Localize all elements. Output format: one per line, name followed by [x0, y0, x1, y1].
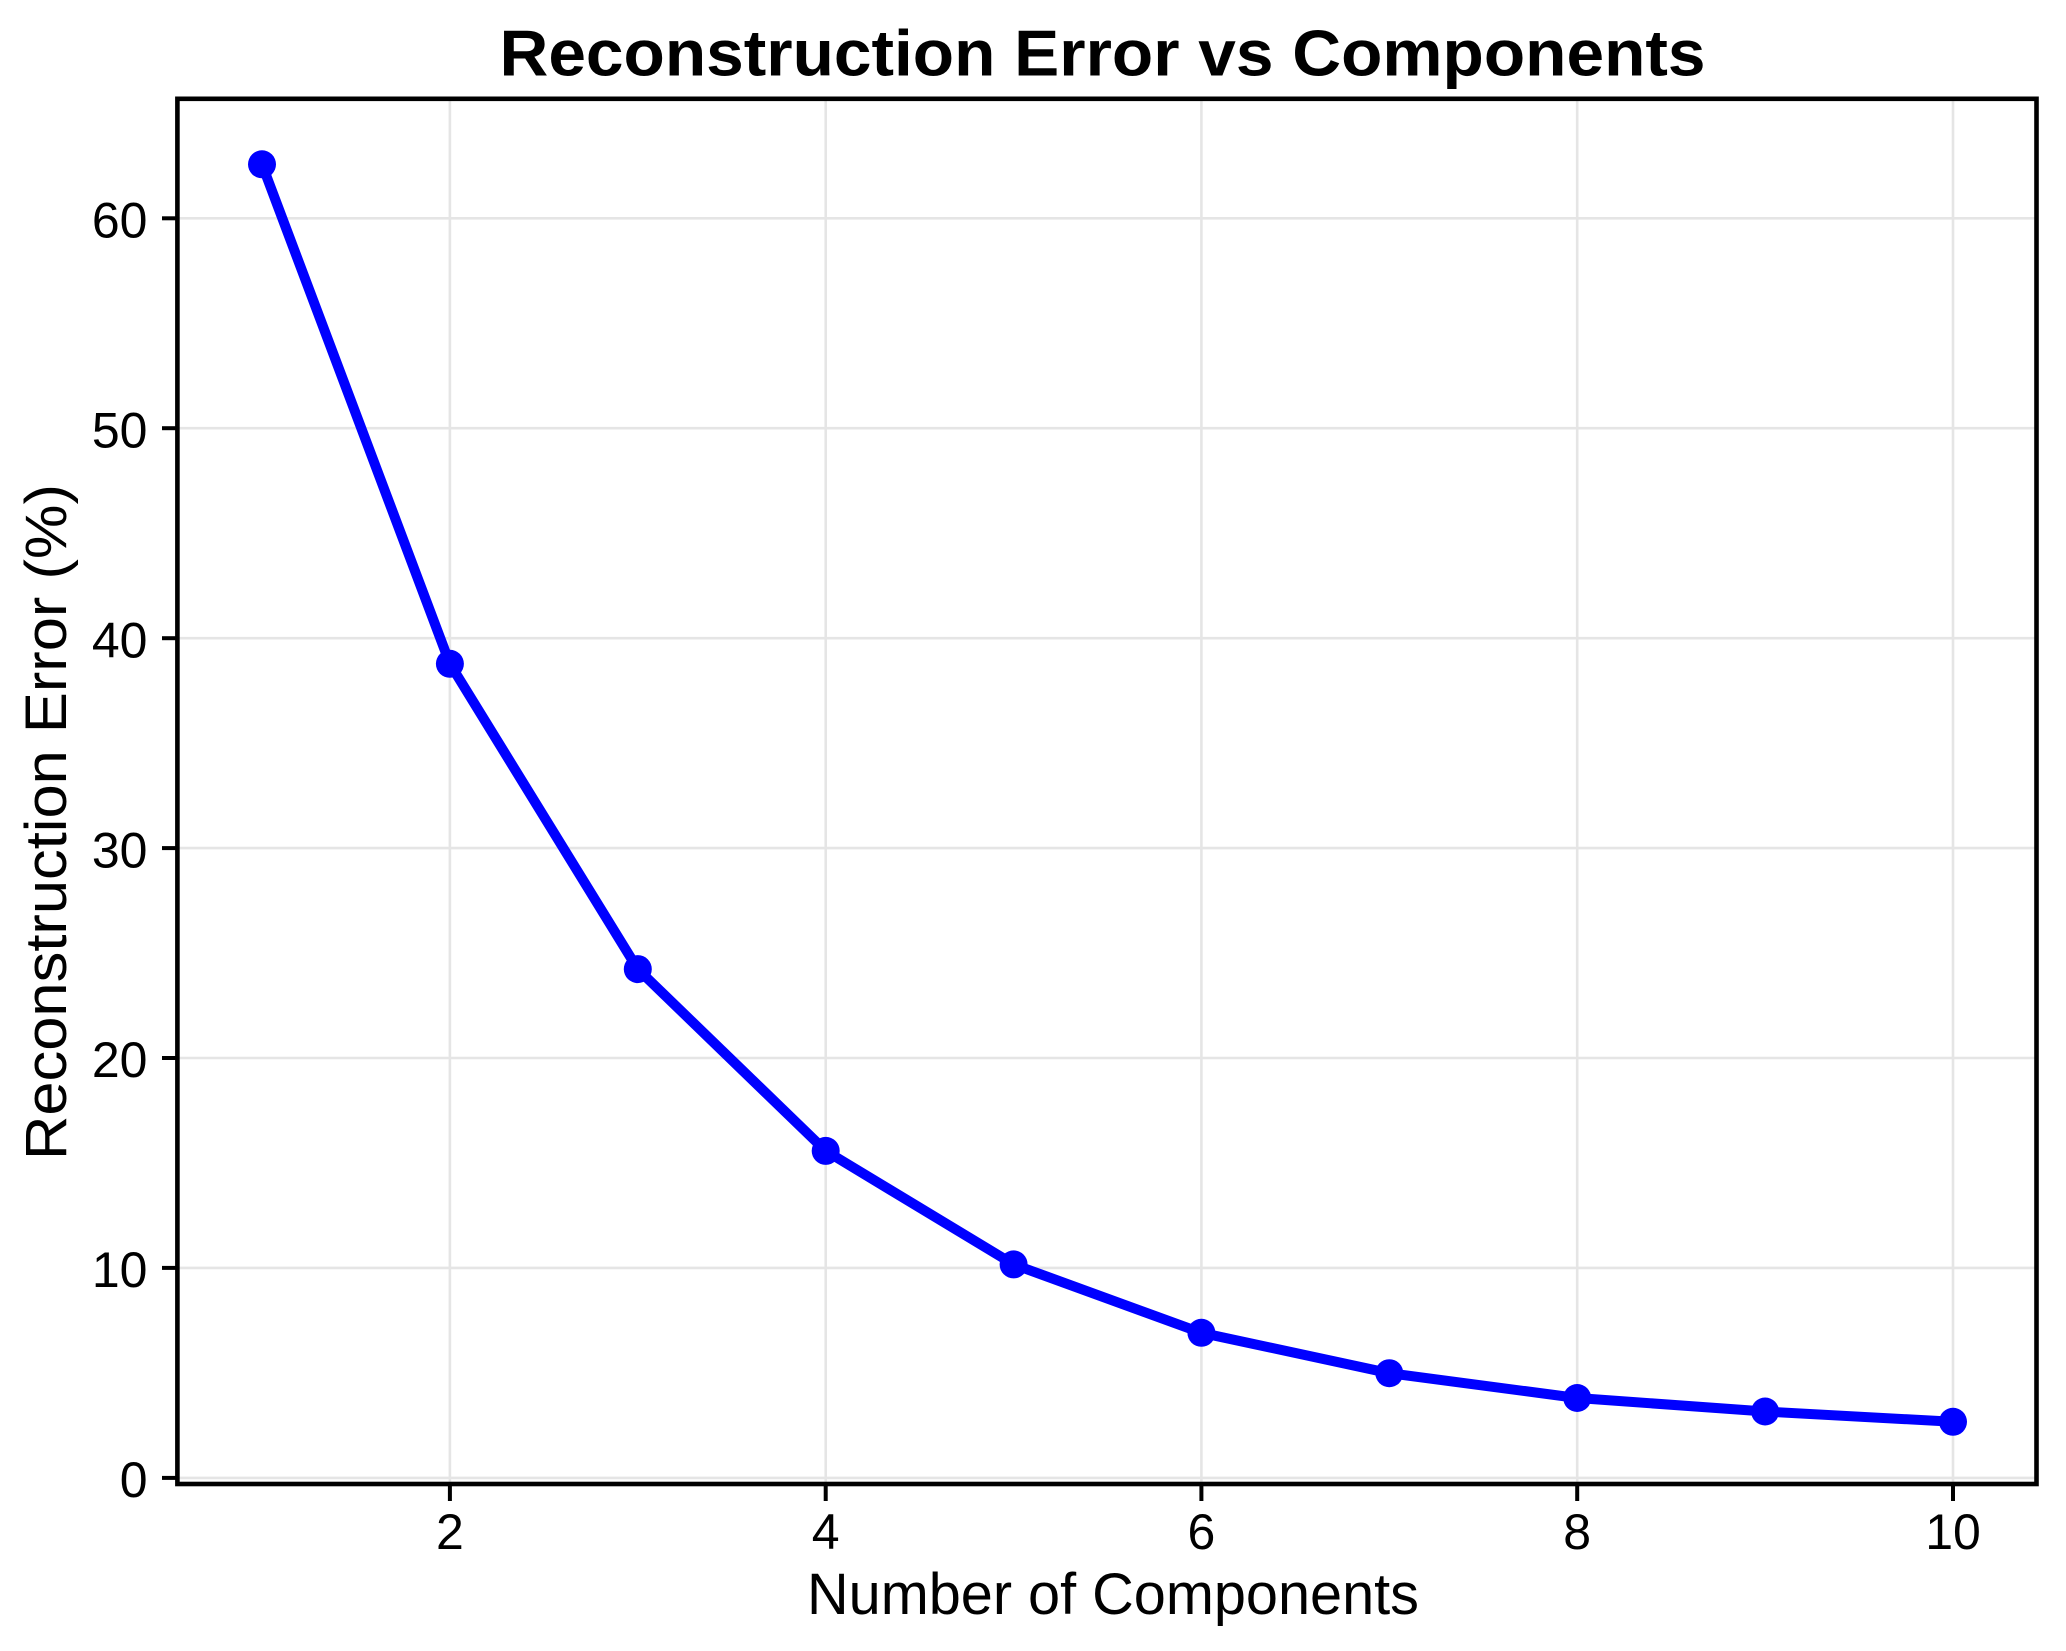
- svg-text:40: 40: [92, 612, 148, 668]
- svg-text:Reconstruction Error vs Compon: Reconstruction Error vs Components: [500, 17, 1706, 90]
- svg-text:6: 6: [1187, 1504, 1215, 1560]
- svg-text:10: 10: [1925, 1504, 1981, 1560]
- svg-text:2: 2: [436, 1504, 464, 1560]
- svg-text:20: 20: [92, 1032, 148, 1088]
- svg-text:60: 60: [92, 193, 148, 249]
- svg-text:Reconstruction Error (%): Reconstruction Error (%): [14, 484, 79, 1160]
- svg-text:8: 8: [1563, 1504, 1591, 1560]
- svg-text:30: 30: [92, 822, 148, 878]
- svg-text:Number of Components: Number of Components: [807, 1562, 1419, 1627]
- svg-text:0: 0: [120, 1452, 148, 1508]
- svg-text:50: 50: [92, 402, 148, 458]
- svg-text:4: 4: [812, 1504, 840, 1560]
- svg-text:10: 10: [92, 1242, 148, 1298]
